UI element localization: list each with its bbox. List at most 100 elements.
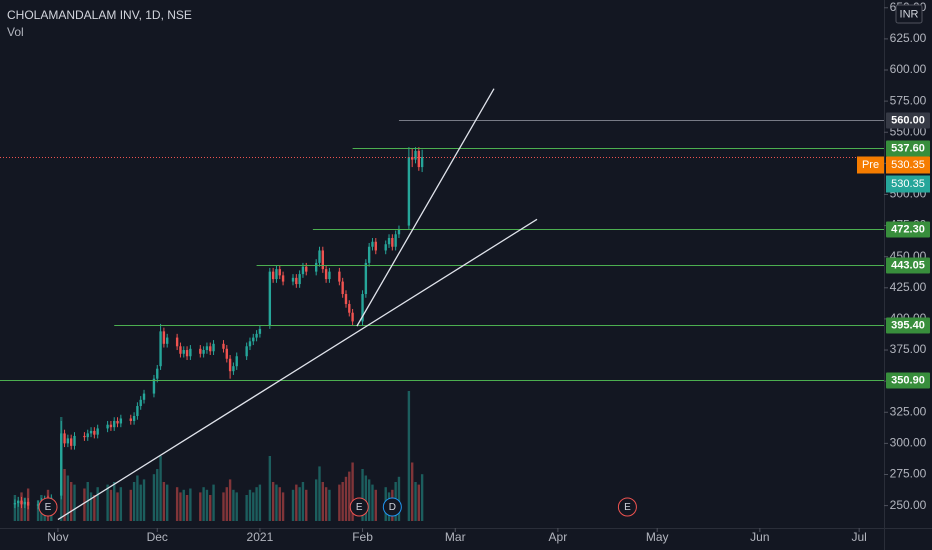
candle-body <box>96 428 99 435</box>
volume-bar <box>341 482 344 521</box>
volume-bar <box>139 484 142 521</box>
pre-market-name: Pre <box>862 159 879 171</box>
event-marker[interactable] <box>617 497 637 517</box>
candle-body <box>136 406 139 416</box>
level-label: 472.30 <box>891 223 925 235</box>
volume-bar <box>351 462 354 521</box>
last-price-box <box>886 175 930 193</box>
x-tick-label: Nov <box>47 530 68 544</box>
candle-body <box>268 271 272 326</box>
level-label-box <box>886 112 930 129</box>
x-tick-label: Mar <box>445 530 466 544</box>
last-price-label: 530.35 <box>891 178 925 190</box>
x-tick-label: Jun <box>750 530 769 544</box>
volume-bar <box>420 474 424 521</box>
volume-bar <box>268 456 272 521</box>
trendline <box>57 218 538 521</box>
candle-body <box>258 328 262 334</box>
event-marker[interactable] <box>382 497 402 517</box>
volume-bar <box>175 487 179 521</box>
chart-title: CHOLAMANDALAM INV, 1D, NSE <box>7 8 192 22</box>
x-tick-label: Feb <box>352 530 373 544</box>
candle-body <box>212 343 215 352</box>
event-marker[interactable] <box>38 497 58 517</box>
candle-body <box>202 350 205 354</box>
candle-body <box>152 378 156 394</box>
candle-body <box>139 399 142 407</box>
candle-body <box>209 346 212 352</box>
y-tick-label: 250.00 <box>890 498 927 512</box>
y-tick-label: 575.00 <box>890 93 927 107</box>
x-tick-label: Apr <box>549 530 568 544</box>
x-tick-label: 2021 <box>247 530 274 544</box>
candle-body <box>314 262 318 272</box>
candle-body <box>420 157 424 168</box>
y-tick-label: 325.00 <box>890 404 927 418</box>
candle-body <box>63 433 66 444</box>
candle-body <box>397 229 401 235</box>
candle-body <box>89 430 93 434</box>
candle-body <box>291 277 295 282</box>
candle-body <box>301 266 305 275</box>
candle-body <box>113 420 116 428</box>
candle-body <box>364 262 368 295</box>
candle-body <box>182 350 185 354</box>
volume-bar <box>63 469 66 521</box>
volume-bar <box>119 487 123 521</box>
event-marker[interactable] <box>349 497 369 517</box>
candle-body <box>235 356 238 367</box>
volume-bar <box>338 484 341 521</box>
candle-body <box>394 234 397 247</box>
pre-market-name-box <box>857 156 884 174</box>
volume-bar <box>202 487 205 521</box>
volume-bar <box>414 482 417 521</box>
volume-bar <box>116 492 119 521</box>
candle-body <box>119 418 123 424</box>
candle-body <box>252 337 255 342</box>
volume-bar <box>344 476 348 521</box>
volume-bar <box>156 469 159 521</box>
volume-bar <box>209 495 212 521</box>
level-label-box <box>886 372 930 389</box>
level-label: 395.40 <box>891 319 925 331</box>
volume-bar <box>73 484 76 521</box>
volume-bar <box>162 482 166 521</box>
level-label: 560.00 <box>891 114 925 126</box>
level-label: 443.05 <box>891 259 925 271</box>
volume-bar <box>189 488 192 521</box>
y-tick-label: 375.00 <box>890 342 927 356</box>
candle-body <box>328 271 331 280</box>
currency-badge[interactable] <box>895 4 923 24</box>
candle-body <box>132 415 136 421</box>
event-label: E <box>45 502 52 513</box>
volume-bar <box>258 484 262 521</box>
volume-bar <box>281 492 285 521</box>
volume-bar <box>252 492 255 521</box>
candle-body <box>411 157 414 160</box>
volume-bar <box>318 466 321 521</box>
volume-bar <box>132 482 136 521</box>
volume-bar <box>228 479 232 521</box>
x-tick-label: Dec <box>147 530 168 544</box>
candle-body <box>341 281 344 295</box>
volume-bar <box>222 492 225 521</box>
volume-bar <box>411 462 414 521</box>
pre-market-box <box>886 156 930 174</box>
candle-body <box>13 503 17 505</box>
volume-label: Vol <box>7 25 24 39</box>
volume-bar <box>255 487 258 521</box>
candle-body <box>73 435 76 446</box>
candle-body <box>298 274 301 285</box>
volume-bar <box>232 489 235 521</box>
volume-bar <box>136 475 139 521</box>
y-tick-label: 600.00 <box>890 62 927 76</box>
volume-bar <box>321 482 325 521</box>
candle-body <box>321 250 325 270</box>
candle-body <box>69 438 73 446</box>
volume-bar <box>106 484 109 521</box>
candle-body <box>374 241 377 251</box>
candle-body <box>93 430 96 435</box>
volume-bar <box>374 489 377 521</box>
y-tick-label: 425.00 <box>890 280 927 294</box>
